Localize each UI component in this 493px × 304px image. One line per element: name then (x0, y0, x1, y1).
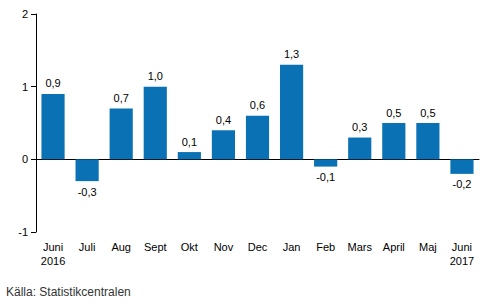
svg-text:Nov: Nov (214, 241, 234, 253)
svg-text:0,1: 0,1 (182, 136, 197, 148)
svg-text:April: April (383, 241, 405, 253)
svg-text:1,3: 1,3 (284, 48, 299, 60)
svg-text:2016: 2016 (41, 255, 65, 267)
svg-text:0,4: 0,4 (216, 114, 231, 126)
svg-text:2: 2 (22, 8, 28, 20)
svg-text:2017: 2017 (450, 255, 474, 267)
svg-text:1: 1 (22, 81, 28, 93)
svg-text:Juni: Juni (452, 241, 472, 253)
svg-text:Mars: Mars (348, 241, 373, 253)
svg-text:Jan: Jan (283, 241, 301, 253)
svg-text:Källa: Statistikcentralen: Källa: Statistikcentralen (6, 285, 131, 299)
svg-text:0,5: 0,5 (386, 107, 401, 119)
svg-text:-0,3: -0,3 (78, 186, 97, 198)
svg-text:0,7: 0,7 (114, 92, 129, 104)
svg-text:0,6: 0,6 (250, 99, 265, 111)
svg-text:Dec: Dec (248, 241, 268, 253)
svg-text:Juni: Juni (43, 241, 63, 253)
svg-text:Feb: Feb (316, 241, 335, 253)
svg-text:-1: -1 (18, 226, 28, 238)
svg-text:0,9: 0,9 (45, 77, 60, 89)
svg-text:0,3: 0,3 (352, 121, 367, 133)
svg-text:1,0: 1,0 (148, 70, 163, 82)
svg-text:-0,2: -0,2 (452, 178, 471, 190)
svg-text:Juli: Juli (79, 241, 96, 253)
svg-text:Sept: Sept (144, 241, 167, 253)
svg-text:Aug: Aug (111, 241, 131, 253)
svg-text:-0,1: -0,1 (316, 171, 335, 183)
svg-text:Okt: Okt (181, 241, 198, 253)
svg-text:0: 0 (22, 153, 28, 165)
svg-text:Maj: Maj (419, 241, 437, 253)
svg-text:0,5: 0,5 (420, 107, 435, 119)
